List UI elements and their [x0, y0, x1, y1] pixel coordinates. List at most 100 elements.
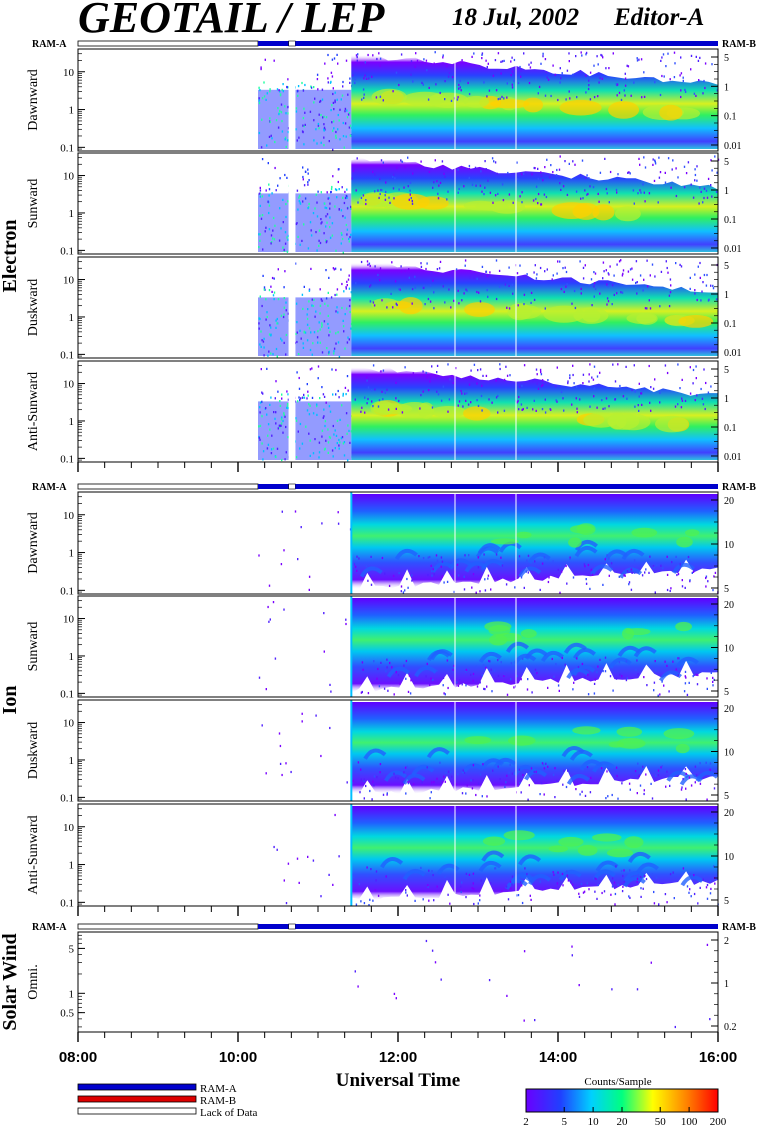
flux-pixel [689, 366, 691, 369]
pre-onset-pixel [265, 189, 267, 192]
pre-onset-pixel [270, 241, 273, 244]
flux-pixel [612, 363, 614, 366]
flux-pixel [455, 783, 458, 786]
pre-onset-pixel [269, 618, 271, 621]
flux-pixel [640, 58, 643, 61]
flux-pixel [699, 261, 701, 265]
flux-pixel [666, 555, 668, 558]
flux-pixel [509, 374, 511, 377]
pre-onset-pixel [287, 78, 289, 81]
ion-dispersion-arc [566, 773, 590, 786]
flux-pixel [497, 576, 499, 580]
flux-pixel [489, 191, 492, 194]
flux-pixel [355, 189, 357, 192]
pre-onset-pixel [332, 455, 334, 458]
pre-onset-pixel [296, 371, 298, 374]
flux-core [418, 402, 435, 419]
flux-pixel [566, 283, 568, 286]
flux-pixel [593, 692, 596, 695]
flux-pixel [377, 273, 379, 277]
colorbar-tick-label: 5 [561, 1116, 567, 1128]
ion-dispersion-arc [623, 871, 647, 883]
flux-pixel [610, 562, 613, 565]
flux-pixel [614, 398, 617, 401]
pre-onset-pixel [303, 184, 306, 187]
flux-pixel [640, 887, 642, 890]
flux-pixel [566, 582, 568, 585]
pre-onset-pixel [281, 130, 284, 133]
flux-core [516, 531, 532, 539]
flux-pixel [364, 61, 366, 64]
flux-pixel [389, 201, 391, 204]
pre-onset-pixel [316, 201, 318, 204]
flux-pixel [466, 289, 468, 292]
pre-onset-pixel [338, 208, 340, 211]
flux-pixel [542, 179, 544, 182]
flux-pixel [689, 579, 691, 582]
flux-pixel [710, 671, 712, 674]
flux-pixel [591, 376, 593, 379]
flux-pixel [639, 784, 642, 787]
pre-onset-pixel [274, 397, 276, 400]
pre-onset-pixel [343, 330, 345, 333]
flux-pixel [397, 777, 399, 780]
right-tick-label: 1 [724, 979, 729, 990]
flux-core [659, 104, 683, 121]
legend-label: RAM-A [200, 1083, 237, 1095]
flux-pixel [450, 566, 452, 569]
flux-pixel [425, 675, 427, 678]
ram-a-label: RAM-A [32, 482, 67, 493]
flux-pixel [422, 898, 424, 901]
pre-onset-pixel [345, 393, 347, 396]
flux-pixel [542, 763, 545, 766]
pre-onset-pixel [346, 116, 349, 119]
flux-pixel [481, 795, 483, 798]
flux-pixel [498, 285, 501, 288]
flux-pixel [685, 798, 687, 801]
flux-core [475, 201, 509, 211]
ram-a-label: RAM-A [32, 39, 67, 50]
flux-pixel [640, 875, 642, 878]
pre-onset-pixel [268, 183, 270, 186]
ion-dispersion-arc [414, 665, 438, 678]
y-tick-label: 1 [69, 312, 75, 324]
flux-pixel [471, 586, 473, 589]
pre-onset-pixel [267, 354, 269, 357]
flux-pixel [565, 564, 567, 568]
flux-pixel [544, 398, 546, 401]
flux-pixel [449, 378, 451, 381]
flux-pixel [438, 184, 440, 187]
flux-pixel [659, 93, 662, 97]
flux-pixel [418, 555, 420, 558]
flux-pixel [597, 63, 599, 66]
pre-onset-pixel [274, 224, 276, 227]
flux-pixel [645, 773, 647, 776]
pre-onset-pixel [338, 438, 340, 441]
flux-pixel [439, 761, 441, 764]
flux-core [631, 527, 658, 538]
flux-pixel [691, 571, 693, 574]
pre-onset-pixel [306, 409, 309, 412]
pre-onset-pixel [335, 310, 337, 313]
pre-onset-pixel [308, 289, 311, 292]
pre-onset-pixel [329, 726, 331, 730]
flux-pixel [608, 67, 610, 70]
pre-onset-pixel [259, 192, 261, 195]
pre-onset-pixel [323, 408, 325, 411]
flux-pixel [604, 407, 606, 410]
pre-onset-pixel [339, 138, 341, 141]
pre-onset-pixel [306, 383, 308, 386]
flux-pixel [658, 903, 660, 906]
pre-onset-pixel [331, 234, 334, 237]
pre-onset-pixel [283, 879, 285, 882]
flux-pixel [690, 895, 692, 898]
pre-onset-pixel [270, 242, 272, 245]
flux-pixel [452, 381, 454, 385]
flux-pixel [408, 198, 410, 201]
pre-onset-pixel [301, 293, 304, 296]
ram-a-label: RAM-A [32, 922, 67, 933]
colorbar-tick-label: 2 [523, 1116, 529, 1128]
flux-pixel [646, 259, 648, 262]
